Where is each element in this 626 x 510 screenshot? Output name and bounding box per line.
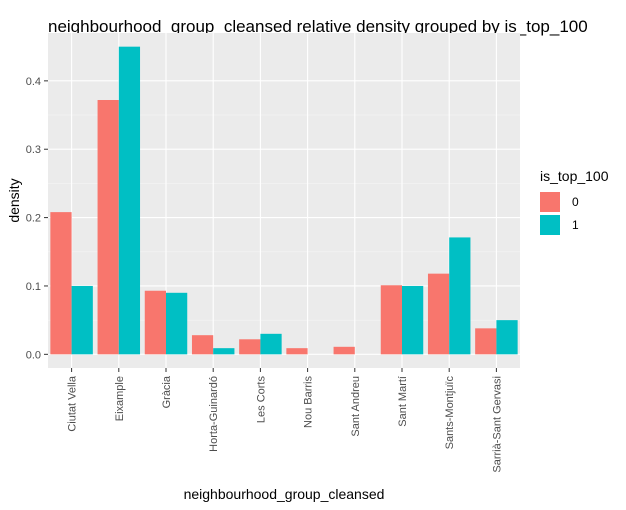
y-tick-label: 0.2 bbox=[26, 213, 41, 225]
bar-0-7 bbox=[380, 285, 402, 355]
legend-key bbox=[540, 191, 560, 212]
x-tick-label: Les Corts bbox=[255, 376, 267, 424]
legend-item: 0 bbox=[540, 190, 609, 213]
y-tick-label: 0.0 bbox=[26, 349, 41, 361]
axes: 0.0 0.1 0.2 0.3 0.4 Ciutat Vella Eixample Gràci… bbox=[6, 76, 503, 502]
legend: is_top_100 0 1 bbox=[540, 168, 609, 236]
x-tick-label: Sant Andreu bbox=[350, 376, 362, 437]
bar-0-6 bbox=[333, 346, 355, 355]
x-axis-title: neighbourhood_group_cleansed bbox=[184, 486, 385, 502]
legend-key bbox=[540, 214, 560, 235]
bar-0-3 bbox=[191, 335, 214, 355]
y-tick-label: 0.4 bbox=[26, 76, 41, 88]
bar-0-1 bbox=[97, 100, 119, 355]
bar-1-4 bbox=[260, 333, 282, 355]
bars bbox=[50, 46, 518, 355]
legend-label: 1 bbox=[572, 217, 579, 232]
bar-1-0 bbox=[71, 285, 93, 355]
legend-item: 1 bbox=[540, 213, 609, 236]
bar-0-0 bbox=[50, 212, 72, 355]
bar-1-7 bbox=[402, 285, 424, 355]
legend-label: 0 bbox=[572, 194, 579, 209]
y-axis-title: density bbox=[6, 178, 22, 222]
bar-1-3 bbox=[213, 348, 235, 355]
bar-0-4 bbox=[239, 339, 261, 355]
bar-0-2 bbox=[144, 290, 166, 355]
chart-title: neighbourhood_group_cleansed relative de… bbox=[48, 17, 588, 36]
legend-title: is_top_100 bbox=[540, 168, 609, 184]
x-tick-label: Sarrià-Sant Gervasi bbox=[491, 376, 503, 473]
bar-1-8 bbox=[449, 237, 471, 355]
y-tick-label: 0.1 bbox=[26, 281, 41, 293]
x-tick-label: Horta-Guinardó bbox=[208, 376, 220, 452]
x-tick-label: Nou Barris bbox=[303, 376, 315, 428]
x-tick-label: Gràcia bbox=[161, 375, 173, 408]
x-tick-label: Eixample bbox=[114, 376, 126, 421]
bar-1-9 bbox=[496, 320, 518, 355]
bar-1-1 bbox=[118, 46, 141, 355]
x-tick-label: Sant Martí bbox=[397, 376, 409, 427]
y-tick-label: 0.3 bbox=[26, 144, 41, 156]
x-tick-label: Sants-Montjuïc bbox=[444, 376, 456, 450]
bar-0-8 bbox=[427, 273, 450, 355]
x-tick-label: Ciutat Vella bbox=[67, 375, 79, 432]
bar-0-5 bbox=[286, 348, 308, 355]
bar-1-2 bbox=[166, 292, 188, 355]
bar-0-9 bbox=[475, 328, 497, 355]
